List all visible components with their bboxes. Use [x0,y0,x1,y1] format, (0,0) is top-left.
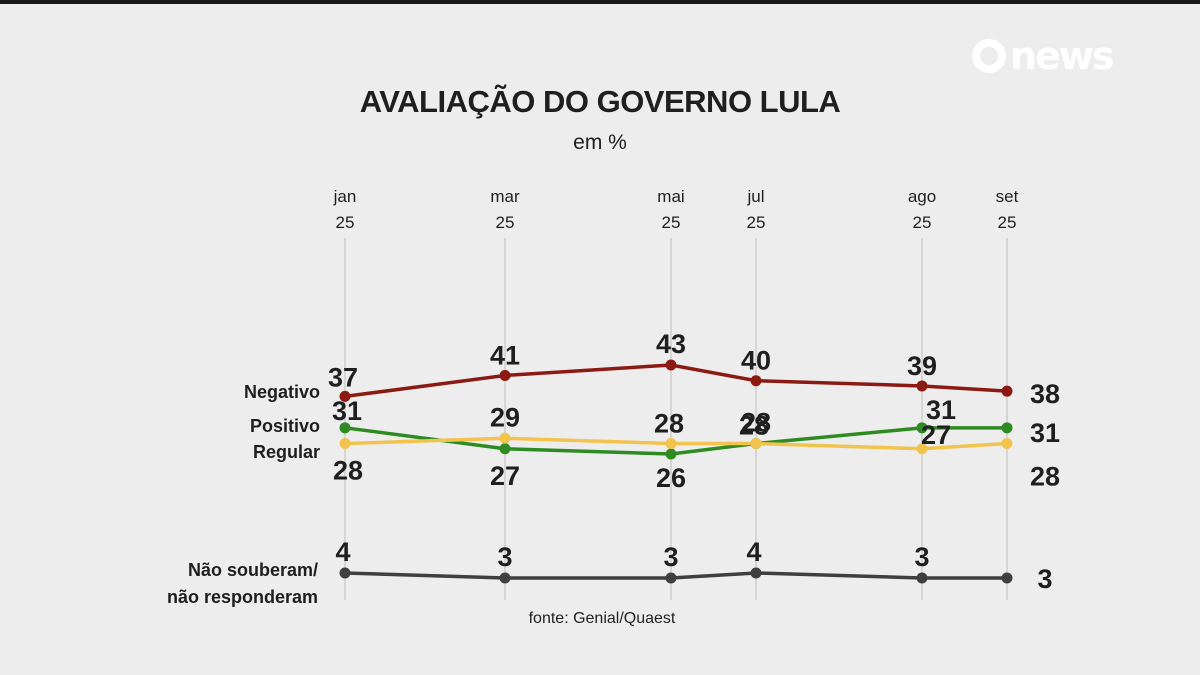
data-point-positivo [339,422,351,434]
x-tick-year: 25 [662,213,681,232]
data-point-negativo [339,390,351,402]
series-line-positivo [344,426,1007,456]
data-label-nao-souberam: 3 [663,542,678,572]
data-point-regular [916,443,928,455]
chart-source: fonte: Genial/Quaest [528,610,676,627]
data-point-regular [499,432,511,444]
data-label-positivo: 28 [739,411,769,441]
data-point-positivo [665,448,677,460]
data-label-negativo: 43 [656,329,686,359]
x-tick-year: 25 [747,213,766,232]
data-label-regular: 28 [333,456,363,486]
series-line-nao-souberam [344,571,1007,580]
data-label-negativo: 38 [1030,379,1060,409]
x-tick-year: 25 [998,213,1017,232]
gnews-logo: news [972,34,1115,78]
data-point-positivo [1001,422,1013,434]
data-label-positivo: 27 [490,461,520,491]
data-label-regular: 28 [1030,462,1060,492]
data-label-negativo: 41 [490,340,520,370]
data-label-regular: 28 [741,408,771,438]
logo-wordmark: news [1010,34,1115,78]
x-tick-year: 25 [336,213,355,232]
data-point-regular [339,438,351,450]
data-label-regular: 27 [921,420,951,450]
series-label-negativo: Negativo [243,382,320,402]
x-tick-month: mai [657,187,684,206]
data-label-positivo: 26 [656,463,686,493]
data-point-regular [1001,438,1013,450]
data-point-nao-souberam [665,572,677,584]
x-tick-month: jul [746,187,764,206]
data-point-negativo [1001,385,1013,397]
data-label-nao-souberam: 4 [335,537,350,567]
globo-circle-icon [972,39,1006,73]
data-label-nao-souberam: 4 [746,537,761,567]
x-tick-month: ago [908,187,936,206]
data-point-negativo [750,375,762,387]
chart-title: AVALIAÇÃO DO GOVERNO LULA [359,84,841,119]
x-tick-year: 25 [913,213,932,232]
data-point-nao-souberam [916,572,928,584]
data-point-nao-souberam [339,567,351,579]
data-point-regular [750,438,762,450]
series-label-line-2: não responderam [166,587,318,607]
data-point-negativo [916,380,928,392]
x-tick-year: 25 [496,213,515,232]
data-label-negativo: 37 [328,362,358,392]
data-label-positivo: 31 [1030,418,1060,448]
series-label-line-1: Não souberam/ [187,560,318,580]
data-point-nao-souberam [499,572,511,584]
data-label-regular: 29 [490,402,520,432]
data-label-regular: 28 [654,409,684,439]
data-label-nao-souberam: 3 [1037,564,1052,594]
data-label-positivo: 31 [332,396,362,426]
series-line-regular [344,436,1008,451]
data-point-negativo [665,359,677,371]
series-label-nao-souberam: Não souberam/ não responderam [167,557,318,611]
data-label-nao-souberam: 3 [914,542,929,572]
data-point-negativo [499,369,511,381]
top-edge-bar [0,0,1200,4]
data-label-negativo: 40 [741,346,771,376]
data-label-positivo: 31 [926,395,956,425]
data-point-nao-souberam [750,567,762,579]
x-tick-month: set [996,187,1019,206]
data-point-positivo [916,422,928,434]
x-tick-month: jan [333,187,357,206]
x-tick-month: mar [490,187,520,206]
chart-subtitle: em % [573,131,627,154]
data-point-positivo [499,443,511,455]
data-label-negativo: 39 [907,351,937,381]
data-point-regular [665,438,677,450]
series-line-negativo [344,363,1008,399]
series-label-positivo: Positivo [249,416,320,436]
data-point-nao-souberam [1001,572,1013,584]
series-label-regular: Regular [252,442,320,462]
data-label-nao-souberam: 3 [497,542,512,572]
